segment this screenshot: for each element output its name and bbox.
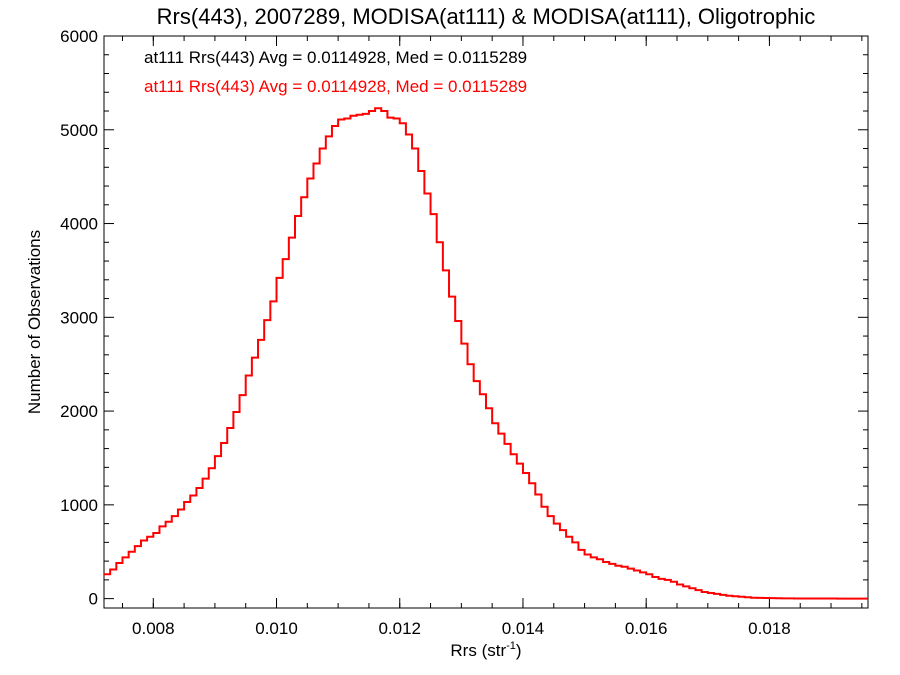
plot-frame [103, 35, 869, 609]
x-axis: 0.008 0.010 0.012 0.014 0.016 0.018 [121, 36, 863, 638]
x-tick-label: 0.008 [132, 619, 175, 638]
y-tick-label: 5000 [60, 121, 98, 140]
y-axis-label: Number of Observations [25, 230, 44, 414]
y-tick-label: 3000 [60, 308, 98, 327]
x-axis-label-superscript: -1 [506, 640, 516, 652]
x-tick-label: 0.012 [378, 619, 421, 638]
stats-annotation-1: at111 Rrs(443) Avg = 0.0114928, Med = 0.… [144, 48, 527, 67]
x-tick-label: 0.014 [502, 619, 545, 638]
x-tick-label: 0.016 [625, 619, 668, 638]
x-tick-label: 0.010 [255, 619, 298, 638]
y-tick-label: 0 [89, 590, 98, 609]
x-tick-label: 0.018 [748, 619, 791, 638]
y-tick-label: 6000 [60, 27, 98, 46]
stats-annotations: at111 Rrs(443) Avg = 0.0114928, Med = 0.… [144, 48, 527, 96]
x-axis-label: Rrs (str-1) [450, 640, 521, 660]
y-tick-label: 2000 [60, 402, 98, 421]
chart-title: Rrs(443), 2007289, MODISA(at111) & MODIS… [157, 4, 816, 29]
y-tick-label: 1000 [60, 496, 98, 515]
y-axis: 0 1000 2000 3000 4000 5000 6000 [60, 27, 868, 609]
histogram-series-line [104, 107, 868, 600]
stats-annotation-2: at111 Rrs(443) Avg = 0.0114928, Med = 0.… [144, 77, 527, 96]
y-tick-label: 4000 [60, 215, 98, 234]
